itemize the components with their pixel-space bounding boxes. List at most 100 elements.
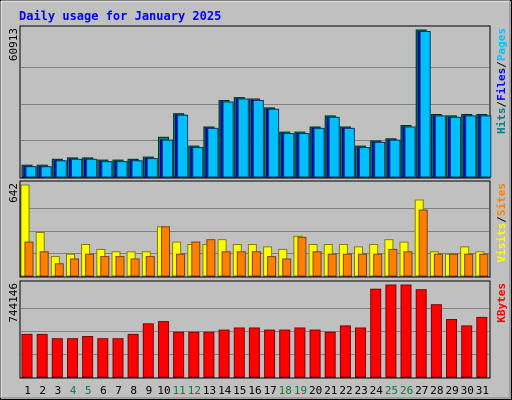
bar-kbytes-day-16	[248, 327, 260, 378]
legend-separator: /	[495, 61, 508, 68]
bar-pages-day-26	[404, 126, 416, 178]
bar-sites-day-21	[327, 253, 337, 277]
x-tick-label-day-8: 8	[130, 384, 137, 397]
x-tick-label-day-3: 3	[55, 384, 62, 397]
series-kbytes	[21, 284, 488, 378]
bar-kbytes-day-12	[188, 331, 200, 378]
bar-sites-day-9	[145, 256, 155, 277]
x-tick-label-day-1: 1	[24, 384, 31, 397]
bar-kbytes-day-24	[370, 288, 382, 378]
bar-pages-day-30	[465, 115, 477, 178]
bar-pages-day-12	[192, 147, 204, 178]
bar-sites-day-19	[297, 236, 307, 277]
x-tick-label-day-10: 10	[157, 384, 170, 397]
bar-pages-day-2	[40, 166, 52, 178]
panel-top: 60913 Hits/Files/Pages	[7, 25, 508, 179]
bar-kbytes-day-17	[264, 329, 276, 378]
bar-pages-day-19	[298, 133, 310, 178]
bar-pages-day-23	[359, 147, 370, 178]
x-tick-label-day-26: 26	[400, 384, 413, 397]
bar-kbytes-day-8	[127, 333, 139, 378]
bar-kbytes-day-26	[400, 284, 412, 378]
panel-top-legend: Hits/Files/Pages	[495, 28, 508, 134]
bar-pages-day-5	[86, 158, 98, 178]
bar-pages-day-21	[328, 116, 340, 178]
bar-sites-day-30	[464, 253, 474, 277]
bar-sites-day-25	[388, 248, 398, 277]
bar-pages-day-17	[268, 108, 280, 178]
bar-pages-day-28	[434, 115, 446, 178]
bar-kbytes-day-7	[112, 338, 124, 378]
legend-visits: Visits	[495, 223, 508, 263]
legend-hits: Hits	[495, 108, 508, 135]
bar-sites-day-12	[191, 241, 201, 277]
bar-sites-day-20	[312, 251, 322, 277]
panel-bottom-ymax-label: 744146	[7, 283, 20, 323]
bar-sites-day-26	[403, 251, 413, 277]
bar-kbytes-day-1	[21, 333, 33, 378]
x-tick-label-day-7: 7	[115, 384, 122, 397]
bar-kbytes-day-6	[97, 338, 109, 378]
x-tick-label-day-20: 20	[309, 384, 322, 397]
panel-middle-legend: Visits/Sites	[495, 183, 508, 263]
x-tick-label-day-29: 29	[445, 384, 458, 397]
bar-sites-day-29	[449, 253, 458, 277]
x-tick-label-day-25: 25	[385, 384, 398, 397]
series-pages	[25, 31, 492, 178]
panel-middle: 642 Visits/Sites	[7, 180, 508, 278]
bar-sites-day-16	[251, 251, 261, 277]
legend-separator: /	[495, 216, 508, 223]
legend-pages: Pages	[495, 28, 508, 61]
bar-pages-day-15	[237, 98, 249, 178]
bar-sites-day-17	[267, 256, 277, 277]
x-tick-label-day-9: 9	[146, 384, 153, 397]
bar-pages-day-10	[162, 139, 173, 178]
bar-pages-day-4	[71, 158, 82, 178]
bar-pages-day-24	[374, 141, 386, 178]
bar-sites-day-1	[24, 241, 34, 277]
bar-pages-day-16	[252, 100, 264, 178]
x-tick-label-day-23: 23	[354, 384, 367, 397]
bar-kbytes-day-5	[82, 336, 94, 378]
x-tick-label-day-21: 21	[324, 384, 337, 397]
series-sites	[24, 209, 489, 277]
bar-pages-day-6	[101, 161, 113, 178]
panel-middle-ymax-label: 642	[7, 183, 20, 203]
bar-kbytes-day-9	[142, 323, 154, 378]
bar-kbytes-day-29	[446, 319, 457, 378]
bar-sites-day-24	[373, 253, 383, 277]
bar-pages-day-13	[207, 127, 219, 178]
legend-separator: /	[495, 101, 508, 108]
bar-pages-day-8	[131, 160, 143, 178]
bar-pages-day-9	[146, 158, 158, 178]
bar-kbytes-day-22	[339, 325, 351, 378]
bar-kbytes-day-3	[51, 338, 63, 378]
bar-sites-day-15	[236, 251, 246, 277]
bar-sites-day-22	[342, 253, 352, 277]
x-tick-label-day-4: 4	[70, 384, 77, 397]
x-tick-label-day-30: 30	[461, 384, 474, 397]
bar-pages-day-29	[450, 116, 461, 178]
panel-bottom-legend: KBytes	[495, 283, 508, 323]
x-tick-label-day-22: 22	[339, 384, 352, 397]
legend-sites: Sites	[495, 183, 508, 216]
bar-kbytes-day-2	[36, 333, 48, 378]
bar-pages-day-18	[283, 133, 295, 178]
bar-pages-day-22	[343, 127, 355, 178]
x-tick-label-day-14: 14	[218, 384, 232, 397]
x-tick-label-day-24: 24	[370, 384, 384, 397]
bar-kbytes-day-15	[233, 327, 245, 378]
bar-kbytes-day-11	[173, 331, 185, 378]
bar-kbytes-day-18	[279, 329, 291, 378]
bar-sites-day-4	[70, 258, 79, 277]
bar-sites-day-5	[85, 253, 95, 277]
bar-kbytes-day-21	[324, 331, 336, 378]
x-tick-label-day-17: 17	[264, 384, 277, 397]
bar-sites-day-2	[39, 251, 49, 277]
bar-kbytes-day-25	[385, 284, 397, 378]
bar-kbytes-day-14	[218, 329, 230, 378]
bar-kbytes-day-31	[476, 316, 488, 378]
panel-top-ymax-label: 60913	[7, 28, 20, 61]
panel-bottom: 744146 KBytes	[7, 280, 508, 379]
x-tick-label-day-12: 12	[188, 384, 201, 397]
